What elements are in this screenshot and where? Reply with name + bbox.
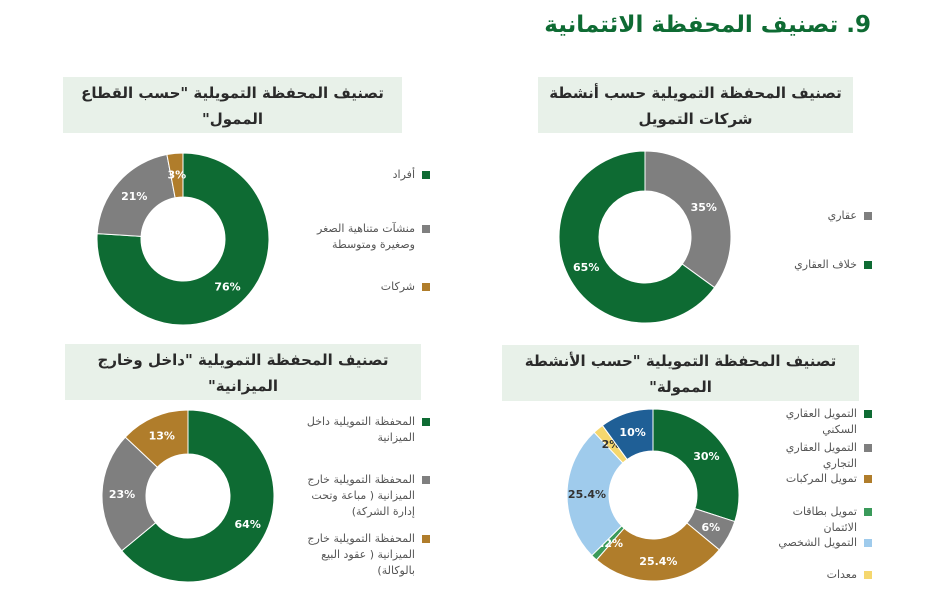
legend-label: تمويل المركبات bbox=[785, 472, 857, 485]
legend-item: التمويل العقاري التجاري bbox=[776, 440, 872, 472]
slice-label: 6% bbox=[701, 521, 720, 534]
slice-label: 3% bbox=[168, 168, 187, 181]
legend-swatch bbox=[864, 508, 872, 516]
legend-item: المحفظة التمويلية خارج الميزانية ( مباعة… bbox=[298, 472, 430, 520]
legend-swatch bbox=[864, 475, 872, 483]
slice-label: 76% bbox=[214, 280, 240, 293]
legend-item: التمويل العقاري السكني bbox=[776, 406, 872, 438]
donut-slice bbox=[595, 522, 720, 582]
donut-slice bbox=[652, 408, 740, 523]
legend-swatch bbox=[422, 535, 430, 543]
donut-slice bbox=[166, 152, 184, 199]
legend-swatch bbox=[864, 444, 872, 452]
legend-swatch bbox=[422, 225, 430, 233]
legend-label: المحفظة التمويلية داخل الميزانية bbox=[306, 415, 415, 444]
slice-label: 25.4% bbox=[568, 488, 606, 501]
donut-slice bbox=[566, 431, 624, 557]
slice-label: 64% bbox=[235, 518, 261, 531]
legend-swatch bbox=[864, 539, 872, 547]
legend-label: تمويل بطاقات الائتمان bbox=[792, 505, 857, 534]
legend-label: المحفظة التمويلية خارج الميزانية ( عقود … bbox=[307, 532, 415, 577]
chart-header-activities-companies: تصنيف المحفظة التمويلية حسب أنشطة شركات … bbox=[538, 77, 853, 133]
slice-label: 65% bbox=[573, 261, 599, 274]
chart-header-financed-activities: تصنيف المحفظة التمويلية "حسب الأنشطة الم… bbox=[502, 345, 859, 401]
legend-label: معدات bbox=[826, 568, 857, 581]
donut-slice bbox=[96, 152, 270, 326]
chart-header-sector: تصنيف المحفظة التمويلية "حسب القطاع المم… bbox=[63, 77, 402, 133]
donut-slice bbox=[101, 436, 159, 552]
legend-item: عقاري bbox=[776, 208, 872, 224]
slice-label: 13% bbox=[149, 429, 175, 442]
legend-item: منشآت متناهية الصغر وصغيرة ومتوسطة bbox=[300, 221, 430, 253]
legend-item: شركات bbox=[300, 279, 430, 295]
legend-item: المحفظة التمويلية داخل الميزانية bbox=[298, 414, 430, 446]
legend-item: تمويل المركبات bbox=[776, 471, 872, 487]
legend-label: عقاري bbox=[827, 209, 857, 222]
legend-item: أفراد bbox=[300, 167, 430, 183]
page-title: 9. تصنيف المحفظة الائتمانية bbox=[544, 12, 871, 38]
donut-slice bbox=[558, 150, 716, 324]
legend-activities-companies: عقاري خلاف العقاري bbox=[776, 208, 872, 288]
legend-swatch bbox=[422, 476, 430, 484]
legend-label: أفراد bbox=[392, 168, 415, 181]
donut-slice bbox=[601, 408, 654, 461]
legend-swatch bbox=[864, 571, 872, 579]
legend-item: تمويل بطاقات الائتمان bbox=[776, 504, 872, 536]
slice-label: 25.4% bbox=[639, 555, 677, 568]
legend-financed-activities: التمويل العقاري السكني التمويل العقاري ال… bbox=[776, 406, 872, 591]
slice-label: 21% bbox=[121, 190, 147, 203]
legend-swatch bbox=[864, 212, 872, 220]
legend-label: المحفظة التمويلية خارج الميزانية ( مباعة… bbox=[307, 473, 415, 518]
slice-label: 30% bbox=[693, 450, 719, 463]
legend-swatch bbox=[422, 418, 430, 426]
legend-balance-sheet: المحفظة التمويلية داخل الميزانية المحفظة … bbox=[298, 414, 430, 584]
slice-label: 35% bbox=[691, 201, 717, 214]
legend-label: شركات bbox=[380, 280, 415, 293]
legend-sector: أفراد منشآت متناهية الصغر وصغيرة ومتوسطة ش… bbox=[300, 167, 430, 307]
legend-label: التمويل الشخصي bbox=[778, 536, 857, 549]
legend-swatch bbox=[422, 171, 430, 179]
donut-slice bbox=[644, 150, 732, 289]
legend-swatch bbox=[864, 410, 872, 418]
legend-swatch bbox=[864, 261, 872, 269]
chart-header-balance-sheet: تصنيف المحفظة التمويلية "داخل وخارج المي… bbox=[65, 344, 421, 400]
legend-label: التمويل العقاري السكني bbox=[785, 407, 857, 436]
legend-item: التمويل الشخصي bbox=[776, 535, 872, 551]
donut-slice bbox=[121, 409, 275, 583]
slice-label: 10% bbox=[619, 426, 645, 439]
legend-label: منشآت متناهية الصغر وصغيرة ومتوسطة bbox=[317, 222, 415, 251]
legend-swatch bbox=[422, 283, 430, 291]
donut-slice bbox=[124, 409, 189, 468]
legend-item: خلاف العقاري bbox=[776, 257, 872, 273]
legend-label: التمويل العقاري التجاري bbox=[785, 441, 857, 470]
slice-label: 23% bbox=[109, 488, 135, 501]
legend-label: خلاف العقاري bbox=[794, 258, 857, 271]
legend-item: المحفظة التمويلية خارج الميزانية ( عقود … bbox=[298, 531, 430, 579]
legend-item: معدات bbox=[776, 567, 872, 583]
